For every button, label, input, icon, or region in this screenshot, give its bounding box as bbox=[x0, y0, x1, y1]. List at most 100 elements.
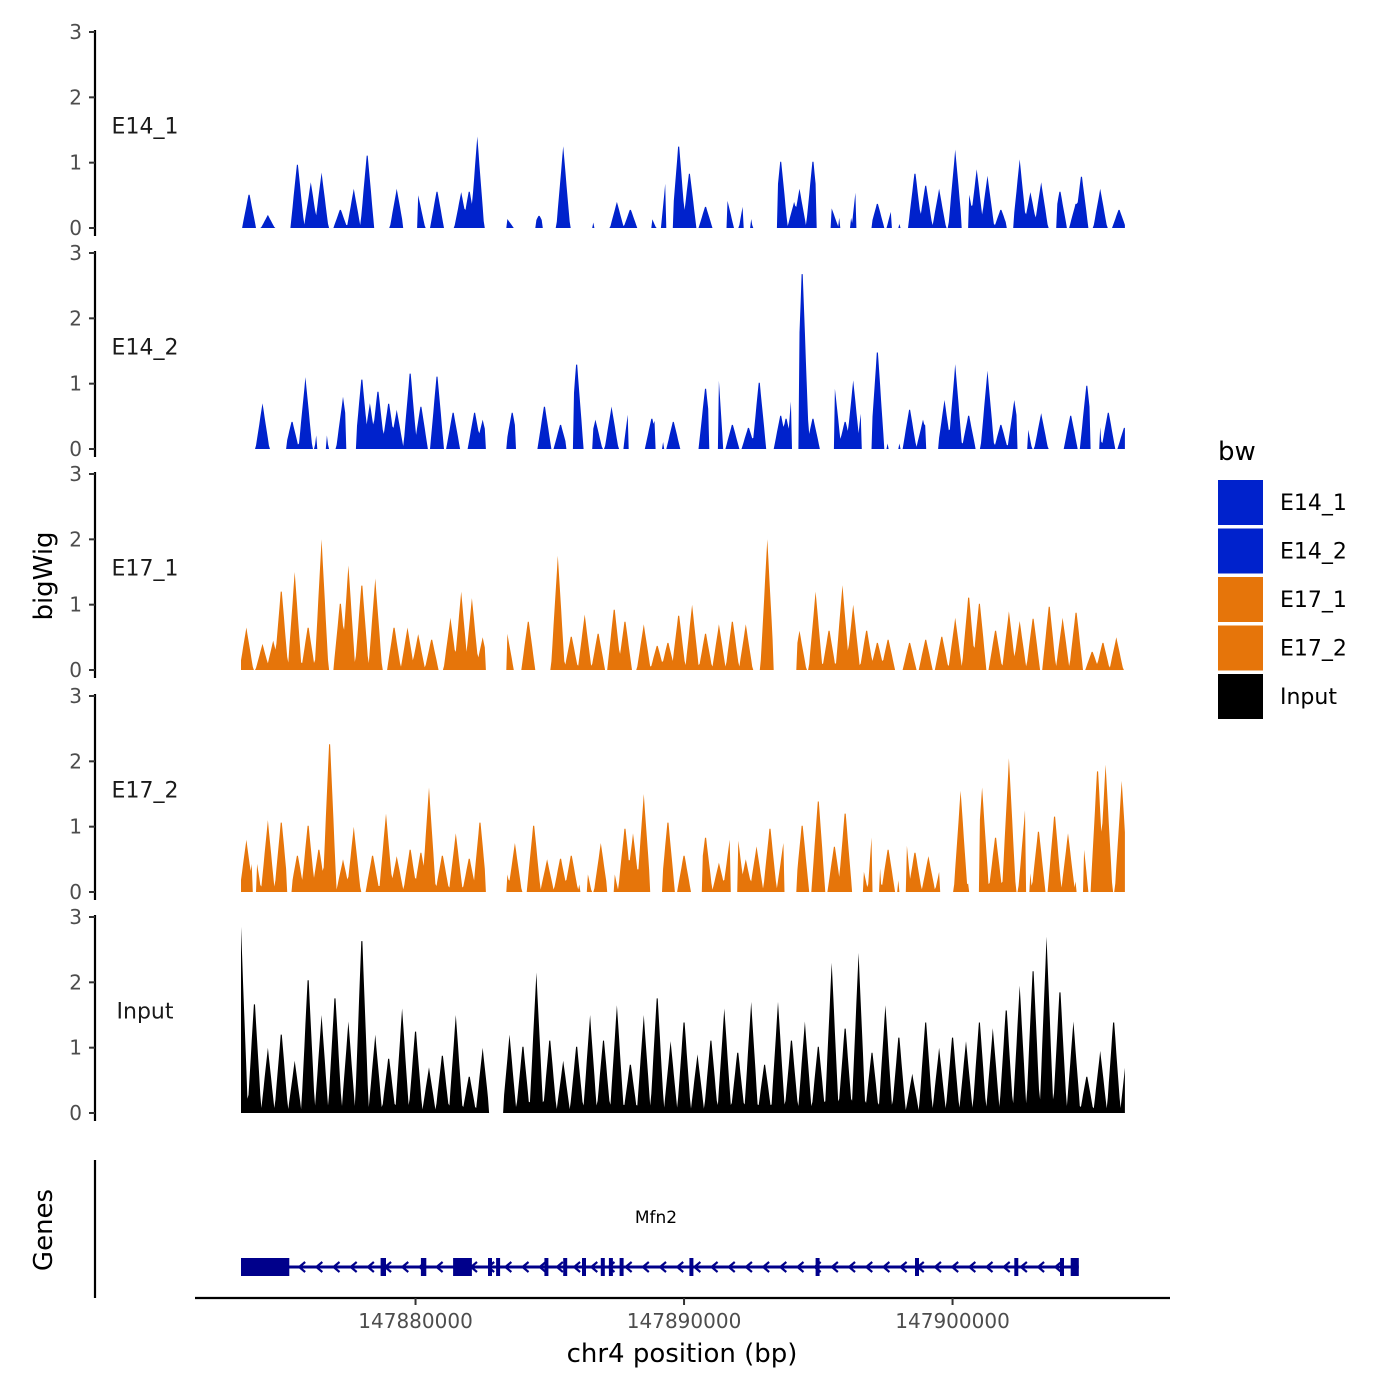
track-input: 0 1 2 3 Input bbox=[69, 905, 1125, 1125]
y-tick-label: 2 bbox=[69, 527, 82, 551]
strand-arrow bbox=[984, 1261, 994, 1273]
y-tick-label: 2 bbox=[69, 749, 82, 773]
track-label-e14-2: E14_2 bbox=[112, 335, 179, 360]
legend-label-e14-2: E14_2 bbox=[1280, 540, 1347, 565]
exon bbox=[563, 1258, 568, 1276]
strand-arrow bbox=[967, 1261, 977, 1273]
genes-track-title: Genes bbox=[29, 1189, 59, 1271]
coverage-area-e14-1 bbox=[241, 136, 1125, 228]
legend-title: bw bbox=[1218, 437, 1256, 467]
exon bbox=[1014, 1258, 1019, 1276]
y-axis-title: bigWig bbox=[29, 531, 59, 620]
exon bbox=[582, 1258, 586, 1276]
y-tick-label: 1 bbox=[69, 593, 82, 617]
legend: bw E14_1 E14_2 E17_1 E17_2 Input bbox=[1218, 437, 1347, 719]
strand-arrow bbox=[366, 1261, 375, 1273]
strand-arrow bbox=[623, 1261, 633, 1273]
y-tick-label: 3 bbox=[69, 241, 82, 265]
legend-swatch-e14-1 bbox=[1218, 480, 1263, 525]
coverage-area-e14-2 bbox=[241, 274, 1125, 449]
strand-arrow bbox=[331, 1261, 341, 1273]
track-e17-2: 0 1 2 3 E17_2 bbox=[69, 684, 1125, 904]
strand-arrow bbox=[830, 1261, 839, 1273]
x-tick-label: 147890000 bbox=[627, 1309, 742, 1333]
strand-arrow bbox=[589, 1261, 598, 1273]
strand-arrow bbox=[658, 1261, 667, 1273]
y-tick-label: 0 bbox=[69, 216, 82, 240]
legend-label-e17-2: E17_2 bbox=[1280, 637, 1347, 662]
strand-arrow bbox=[555, 1261, 564, 1273]
strand-arrow bbox=[520, 1261, 530, 1273]
track-label-e14-1: E14_1 bbox=[112, 114, 179, 139]
strand-arrow bbox=[933, 1261, 942, 1273]
exon bbox=[815, 1258, 820, 1276]
exon bbox=[420, 1258, 427, 1276]
strand-arrow bbox=[864, 1261, 873, 1273]
exon bbox=[608, 1258, 613, 1276]
strand-arrow bbox=[709, 1261, 719, 1273]
legend-label-e14-1: E14_1 bbox=[1280, 491, 1347, 516]
coverage-area-e17-1 bbox=[241, 539, 1125, 670]
y-tick-label: 1 bbox=[69, 372, 82, 396]
track-e14-2: 0 1 2 3 E14_2 bbox=[69, 241, 1125, 461]
strand-arrow bbox=[727, 1261, 736, 1273]
y-tick-label: 3 bbox=[69, 684, 82, 708]
strand-arrow bbox=[881, 1261, 891, 1273]
strand-arrow bbox=[761, 1261, 770, 1273]
strand-arrow bbox=[1019, 1261, 1028, 1273]
y-tick-label: 0 bbox=[69, 880, 82, 904]
x-tick-label: 147900000 bbox=[895, 1309, 1010, 1333]
legend-swatch-input bbox=[1218, 674, 1263, 719]
strand-arrow bbox=[778, 1261, 788, 1273]
strand-arrow bbox=[1001, 1261, 1011, 1273]
x-axis-title: chr4 position (bp) bbox=[567, 1339, 798, 1369]
strand-arrow bbox=[297, 1261, 306, 1273]
strand-arrow bbox=[950, 1261, 959, 1273]
y-tick-label: 1 bbox=[69, 1036, 82, 1060]
x-axis: 147880000 147890000 147900000 bbox=[195, 1296, 1170, 1333]
exon bbox=[1060, 1258, 1064, 1276]
y-tick-label: 2 bbox=[69, 306, 82, 330]
y-tick-label: 3 bbox=[69, 905, 82, 929]
track-label-e17-1: E17_1 bbox=[112, 556, 179, 581]
exon bbox=[496, 1258, 501, 1276]
y-tick-label: 1 bbox=[69, 815, 82, 839]
strand-arrow bbox=[314, 1261, 324, 1273]
y-tick-label: 0 bbox=[69, 437, 82, 461]
strand-arrow bbox=[675, 1261, 684, 1273]
strand-arrow bbox=[400, 1261, 409, 1273]
strand-arrow bbox=[795, 1261, 805, 1273]
exon bbox=[689, 1258, 694, 1276]
coverage-area-e17-2 bbox=[241, 744, 1125, 892]
exon bbox=[544, 1258, 549, 1276]
track-e14-1: 0 1 2 3 E14_1 bbox=[69, 20, 1125, 240]
strand-arrow bbox=[847, 1261, 856, 1273]
coverage-area-input bbox=[241, 926, 1125, 1113]
strand-arrow bbox=[538, 1261, 547, 1273]
exon bbox=[380, 1258, 386, 1276]
strand-arrow bbox=[641, 1261, 650, 1273]
y-tick-label: 3 bbox=[69, 20, 82, 44]
track-e17-1: 0 1 2 3 E17_1 bbox=[69, 462, 1125, 682]
y-tick-label: 0 bbox=[69, 1101, 82, 1125]
strand-arrow bbox=[1053, 1261, 1062, 1273]
track-label-input: Input bbox=[117, 999, 174, 1024]
exon bbox=[600, 1258, 605, 1276]
y-tick-label: 0 bbox=[69, 658, 82, 682]
legend-swatch-e17-2 bbox=[1218, 625, 1263, 671]
strand-arrow bbox=[898, 1261, 908, 1273]
gene-model-mfn2 bbox=[241, 1258, 1079, 1276]
exon bbox=[915, 1258, 919, 1276]
legend-label-input: Input bbox=[1280, 685, 1337, 710]
strand-arrow bbox=[348, 1261, 358, 1273]
legend-swatch-e17-1 bbox=[1218, 577, 1263, 622]
exon bbox=[619, 1258, 624, 1276]
bigwig-tracks: 0 1 2 3 E14_1 0 1 2 3 E14_2 0 1 2 3 E17_1 0 1 2 3 E17_2 0 1 2 3… bbox=[69, 20, 1125, 1125]
strand-arrow bbox=[434, 1261, 444, 1273]
legend-label-e17-1: E17_1 bbox=[1280, 588, 1347, 613]
strand-arrow bbox=[1036, 1261, 1045, 1273]
strand-arrow bbox=[503, 1261, 513, 1273]
exon bbox=[241, 1258, 290, 1276]
legend-swatch-e14-2 bbox=[1218, 528, 1263, 574]
